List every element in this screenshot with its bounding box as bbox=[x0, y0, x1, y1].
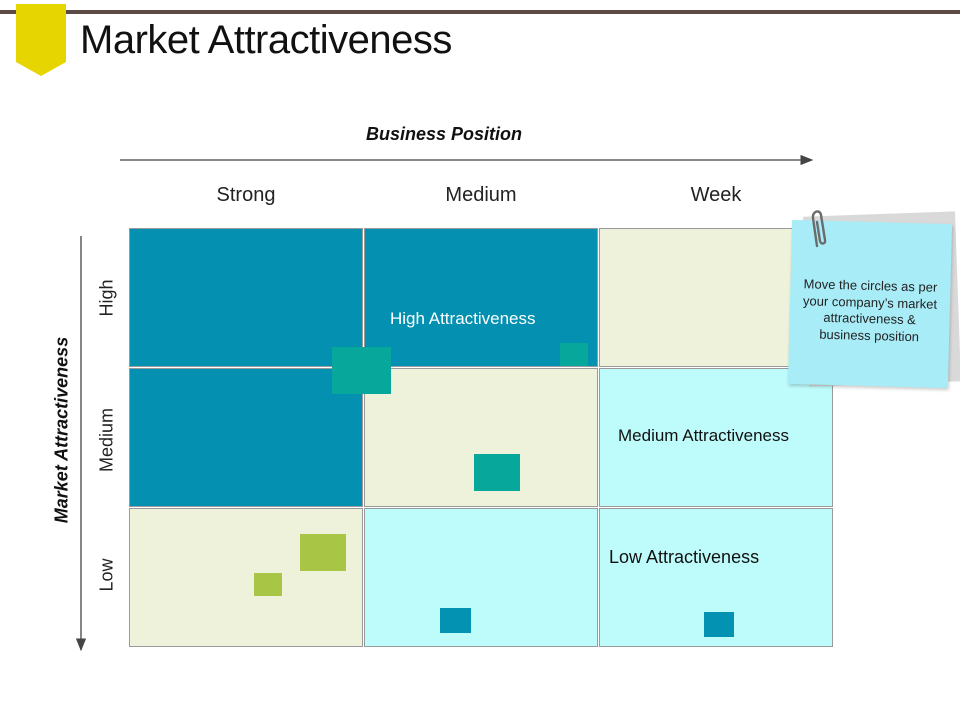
position-marker[interactable] bbox=[474, 454, 520, 491]
x-axis-label: Business Position bbox=[366, 124, 523, 144]
cell-low-medium bbox=[364, 508, 598, 647]
cell-high-medium bbox=[364, 228, 598, 367]
position-marker[interactable] bbox=[332, 347, 391, 394]
position-marker[interactable] bbox=[254, 573, 282, 596]
page-title: Market Attractiveness bbox=[80, 18, 452, 62]
column-header-week: Week bbox=[690, 184, 742, 206]
position-marker[interactable] bbox=[560, 343, 588, 366]
column-header-medium: Medium bbox=[445, 184, 517, 206]
high-attractiveness-label: High Attractiveness bbox=[390, 309, 536, 328]
row-header-low: Low bbox=[96, 558, 117, 592]
cell-medium-week bbox=[599, 368, 833, 507]
position-marker[interactable] bbox=[440, 608, 471, 633]
position-marker[interactable] bbox=[704, 612, 734, 637]
column-header-strong: Strong bbox=[216, 184, 276, 206]
attractiveness-matrix: High Attractiveness Medium Attractivenes… bbox=[129, 228, 834, 648]
cell-high-strong bbox=[129, 228, 363, 367]
row-header-high: High bbox=[96, 279, 117, 317]
bookmark-icon bbox=[16, 4, 66, 76]
low-attractiveness-label: Low Attractiveness bbox=[609, 547, 760, 567]
medium-attractiveness-label: Medium Attractiveness bbox=[618, 426, 790, 445]
cell-low-strong bbox=[129, 508, 363, 647]
top-divider-line bbox=[0, 10, 960, 14]
sticky-note-text: Move the circles as per your company’s m… bbox=[802, 276, 938, 344]
y-axis-label: Market Attractiveness bbox=[51, 336, 72, 524]
paperclip-icon bbox=[811, 210, 827, 248]
cell-medium-strong bbox=[129, 368, 363, 507]
position-marker[interactable] bbox=[300, 534, 346, 571]
row-header-medium: Medium bbox=[96, 407, 117, 473]
